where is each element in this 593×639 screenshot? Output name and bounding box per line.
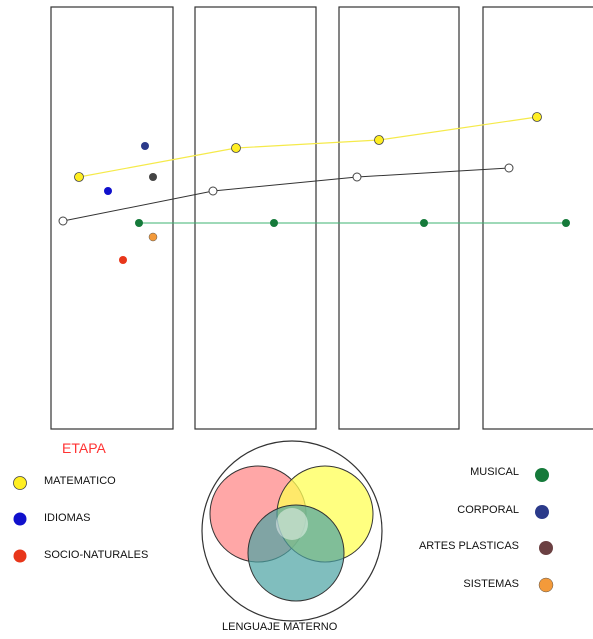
matematico-point [532,112,542,122]
legend-label-idiomas: IDIOMAS [44,512,91,524]
lenguaje-point [504,163,514,173]
legend-label-socio-naturales: SOCIO-NATURALES [44,549,149,561]
socio-naturales-point [119,256,127,264]
venn-center-highlight [276,508,308,540]
musical-point [420,219,428,227]
idiomas-point [104,187,112,195]
matematico-point [374,135,384,145]
sistemas-point [148,232,158,242]
sistemas-swatch-icon [538,577,554,593]
lenguaje-point [208,186,218,196]
lenguaje-point [352,172,362,182]
matematico-point [231,143,241,153]
lenguaje-materno-line [62,167,510,222]
stage-label: ETAPA [62,440,106,456]
artes-plasticas-point [149,173,157,181]
legend-label-matematico: MATEMATICO [44,475,116,487]
venn-teal-circle [247,504,345,602]
musical-point [270,219,278,227]
idiomas-swatch-icon [13,512,27,526]
stage-column-2 [194,6,317,430]
venn-outer-circle [201,440,383,622]
artes-plasticas-swatch-icon [539,541,553,555]
matematico-line [78,116,538,178]
legend-label-sistemas: SISTEMAS [463,578,519,590]
venn-caption: LENGUAJE MATERNO [222,621,338,633]
musical-point [562,219,570,227]
legend-label-musical: MUSICAL [470,466,519,478]
legend-label-artes-plasticas: ARTES PLASTICAS [418,540,519,552]
stage-column-3 [338,6,460,430]
socio-naturales-swatch-icon [13,549,27,563]
matematico-point [74,172,84,182]
matematico-swatch-icon [13,476,27,490]
venn-diagram [201,440,383,622]
legend-label-corporal: CORPORAL [457,504,519,516]
lenguaje-point [58,216,68,226]
musical-point [135,219,143,227]
musical-swatch-icon [535,468,549,482]
stage-column-4 [482,6,593,430]
corporal-point [141,142,149,150]
corporal-swatch-icon [535,505,549,519]
stage-column-1 [50,6,174,430]
